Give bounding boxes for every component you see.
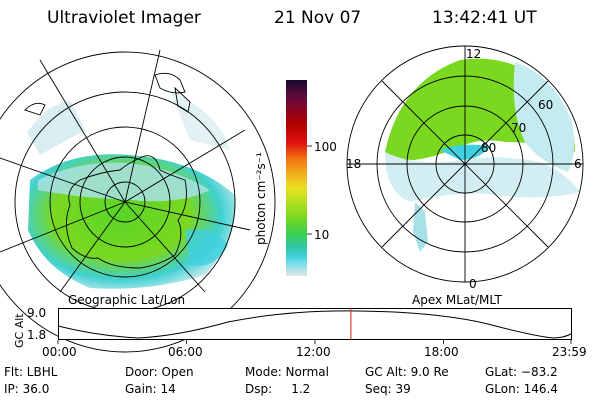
timeline-tick-1800: 18:00	[424, 345, 459, 359]
colorbar-tick-10: 10	[314, 228, 330, 242]
colorbar-tick-100: 100	[314, 140, 337, 154]
info-mode: Mode: Normal	[245, 365, 329, 379]
timeline-tick-0000: 00:00	[42, 345, 77, 359]
timeline-ymin: 1.8	[27, 328, 47, 342]
info-door: Door: Open	[125, 365, 194, 379]
info-dsp: Dsp: 1.2	[245, 382, 311, 396]
altitude-timeline	[57, 308, 572, 344]
info-flt: Flt: LBHL	[4, 365, 58, 379]
info-seq: Seq: 39	[365, 382, 411, 396]
right-panel-caption: Apex MLat/MLT	[412, 293, 502, 307]
time-label: 13:42:41 UT	[432, 8, 537, 28]
mlt-label-12: 12	[466, 47, 482, 61]
timeline-tick-0600: 06:00	[168, 345, 203, 359]
timeline-tick-2359: 23:59	[552, 345, 587, 359]
timeline-ymax: 9.0	[27, 306, 47, 320]
info-gain: Gain: 14	[125, 382, 176, 396]
timeline-tick-1200: 12:00	[296, 345, 331, 359]
info-gc-alt: GC Alt: 9.0 Re	[365, 365, 449, 379]
coastline-antarctica	[66, 155, 187, 269]
colorbar-unit-label: photon cm⁻²s⁻¹	[254, 152, 268, 245]
instrument-title: Ultraviolet Imager	[47, 8, 201, 28]
date-label: 21 Nov 07	[274, 8, 362, 28]
mlat-label-60: 60	[538, 98, 554, 112]
mlt-label-18: 18	[346, 157, 362, 171]
timeline-ylabel: GC Alt	[13, 313, 26, 348]
mlat-label-70: 70	[511, 121, 527, 135]
altitude-curve	[57, 310, 572, 339]
mlat-mlt-map	[346, 45, 584, 283]
mlat-label-80: 80	[481, 141, 497, 155]
info-glon: GLon: 146.4	[485, 382, 558, 396]
mlt-label-6: 6	[574, 157, 582, 171]
info-glat: GLat: −83.2	[485, 365, 558, 379]
geographic-map	[0, 49, 276, 353]
mlt-label-0: 0	[469, 277, 477, 291]
info-ip: IP: 36.0	[4, 382, 50, 396]
left-panel-caption: Geographic Lat/Lon	[68, 293, 186, 307]
colorbar	[286, 80, 312, 276]
